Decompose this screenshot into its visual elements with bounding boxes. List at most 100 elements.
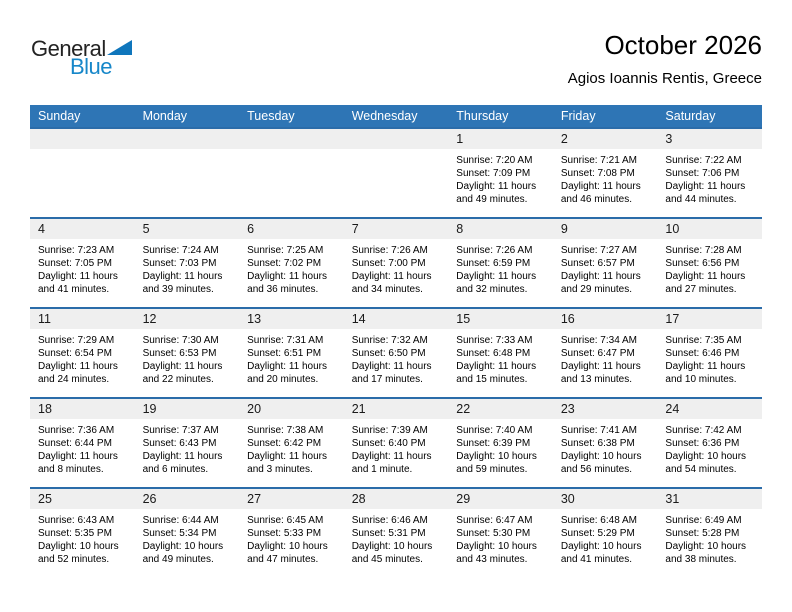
daylight-text-line2: and 41 minutes. xyxy=(560,554,633,565)
day-header-tuesday: Tuesday xyxy=(247,109,295,123)
day-number: 24 xyxy=(665,402,680,416)
day-number: 31 xyxy=(665,492,680,506)
day-details-row: Sunrise: 7:20 AM Sunset: 7:09 PM Daylight:… xyxy=(30,149,762,206)
sunrise-text: Sunrise: 7:38 AM xyxy=(247,425,324,436)
daylight-text-line2: and 46 minutes. xyxy=(560,194,633,205)
sunset-text: Sunset: 6:44 PM xyxy=(38,438,112,449)
daylight-text-line1: Daylight: 11 hours xyxy=(142,451,223,462)
daylight-text-line2: and 41 minutes. xyxy=(38,284,110,295)
sunrise-text: Sunrise: 7:27 AM xyxy=(560,245,637,256)
sunset-text: Sunset: 7:02 PM xyxy=(247,258,322,269)
day-cell-details: Sunrise: 7:25 AM Sunset: 7:02 PM Daylight:… xyxy=(239,239,344,296)
daylight-text-line2: and 39 minutes. xyxy=(142,284,214,295)
day-number: 1 xyxy=(456,132,464,146)
sunrise-text: Sunrise: 6:45 AM xyxy=(247,515,324,526)
general-blue-logo: General Blue xyxy=(31,36,132,80)
sunset-text: Sunset: 6:38 PM xyxy=(560,438,635,449)
day-number: 4 xyxy=(38,222,45,236)
logo-text-blue: Blue xyxy=(70,54,113,79)
day-cell-details: Sunrise: 7:36 AM Sunset: 6:44 PM Daylight:… xyxy=(30,419,135,476)
sunrise-text: Sunrise: 7:21 AM xyxy=(560,155,637,166)
sunset-text: Sunset: 6:40 PM xyxy=(351,438,426,449)
sunset-text: Sunset: 7:08 PM xyxy=(560,168,635,179)
sunset-text: Sunset: 6:51 PM xyxy=(247,348,322,359)
sunset-text: Sunset: 6:59 PM xyxy=(456,258,531,269)
sunrise-text: Sunrise: 6:44 AM xyxy=(142,515,219,526)
day-header-sunday: Sunday xyxy=(38,109,81,123)
day-number: 13 xyxy=(247,312,262,326)
day-number xyxy=(344,129,449,149)
logo-text-general: General xyxy=(31,36,106,61)
sunrise-text: Sunrise: 7:35 AM xyxy=(665,335,742,346)
day-cell-details: Sunrise: 7:28 AM Sunset: 6:56 PM Daylight:… xyxy=(657,239,762,296)
daylight-text-line1: Daylight: 11 hours xyxy=(351,271,432,282)
day-cell-details: Sunrise: 6:44 AM Sunset: 5:34 PM Daylight:… xyxy=(135,509,240,566)
daylight-text-line1: Daylight: 10 hours xyxy=(351,541,433,552)
sunrise-text: Sunrise: 6:48 AM xyxy=(560,515,637,526)
sunrise-text: Sunrise: 7:24 AM xyxy=(142,245,219,256)
daylight-text-line2: and 20 minutes. xyxy=(247,374,319,385)
daylight-text-line2: and 49 minutes. xyxy=(456,194,528,205)
sunset-text: Sunset: 7:05 PM xyxy=(38,258,112,269)
daylight-text-line1: Daylight: 10 hours xyxy=(560,451,642,462)
day-number: 3 xyxy=(665,132,673,146)
sunrise-text: Sunrise: 7:26 AM xyxy=(351,245,428,256)
day-cell-details: Sunrise: 7:41 AM Sunset: 6:38 PM Daylight:… xyxy=(553,419,658,476)
day-number-band: 1 2 3 xyxy=(30,129,762,149)
day-cell-details: Sunrise: 7:26 AM Sunset: 7:00 PM Daylight:… xyxy=(344,239,449,296)
day-number: 28 xyxy=(351,492,366,506)
sunrise-text: Sunrise: 7:36 AM xyxy=(38,425,115,436)
day-cell-details: Sunrise: 7:23 AM Sunset: 7:05 PM Daylight:… xyxy=(30,239,135,296)
sunset-text: Sunset: 6:54 PM xyxy=(38,348,112,359)
day-header-thursday: Thursday xyxy=(456,109,509,123)
daylight-text-line1: Daylight: 10 hours xyxy=(456,451,537,462)
sunrise-text: Sunrise: 7:28 AM xyxy=(665,245,742,256)
day-number: 7 xyxy=(351,222,359,236)
day-number xyxy=(30,129,135,149)
day-number: 6 xyxy=(247,222,255,236)
sunset-text: Sunset: 5:31 PM xyxy=(351,528,426,539)
daylight-text-line1: Daylight: 10 hours xyxy=(665,451,747,462)
calendar-week-row: 18 19 20 21 22 23 24 Sunrise: 7:36 AM Sunset: 6… xyxy=(30,397,762,487)
sunrise-text: Sunrise: 6:47 AM xyxy=(456,515,533,526)
sunrise-text: Sunrise: 6:43 AM xyxy=(38,515,115,526)
day-number: 12 xyxy=(142,312,157,326)
sunrise-text: Sunrise: 6:46 AM xyxy=(351,515,428,526)
sunrise-text: Sunrise: 7:22 AM xyxy=(665,155,742,166)
day-number: 30 xyxy=(560,492,575,506)
sunrise-text: Sunrise: 7:26 AM xyxy=(456,245,533,256)
sunrise-text: Sunrise: 7:34 AM xyxy=(560,335,637,346)
day-cell-details: Sunrise: 7:30 AM Sunset: 6:53 PM Daylight:… xyxy=(135,329,240,386)
day-number: 16 xyxy=(560,312,575,326)
daylight-text-line2: and 22 minutes. xyxy=(142,374,214,385)
sunrise-text: Sunrise: 7:31 AM xyxy=(247,335,324,346)
daylight-text-line2: and 17 minutes. xyxy=(351,374,423,385)
day-cell-details: Sunrise: 7:27 AM Sunset: 6:57 PM Daylight:… xyxy=(553,239,658,296)
day-number: 19 xyxy=(142,402,157,416)
daylight-text-line2: and 1 minute. xyxy=(351,464,413,475)
day-cell-details: Sunrise: 7:20 AM Sunset: 7:09 PM Daylight:… xyxy=(448,149,553,206)
daylight-text-line2: and 52 minutes. xyxy=(38,554,110,565)
logo-triangle-icon xyxy=(106,40,132,55)
calendar-week-row: 1 2 3 Sunrise: 7:20 AM Sunset: 7:09 PM Dayli… xyxy=(30,127,762,217)
day-number xyxy=(135,129,240,149)
day-number: 20 xyxy=(247,402,262,416)
sunset-text: Sunset: 5:29 PM xyxy=(560,528,635,539)
daylight-text-line2: and 13 minutes. xyxy=(560,374,633,385)
sunset-text: Sunset: 5:30 PM xyxy=(456,528,531,539)
sunrise-text: Sunrise: 7:37 AM xyxy=(142,425,219,436)
daylight-text-line1: Daylight: 11 hours xyxy=(456,271,537,282)
day-cell-details: Sunrise: 7:32 AM Sunset: 6:50 PM Daylight:… xyxy=(344,329,449,386)
day-number-band: 18 19 20 21 22 23 24 xyxy=(30,399,762,419)
day-cell-details: Sunrise: 6:49 AM Sunset: 5:28 PM Daylight:… xyxy=(657,509,762,566)
day-header-row: Sunday Monday Tuesday Wednesday Thursday… xyxy=(30,105,762,127)
daylight-text-line1: Daylight: 11 hours xyxy=(38,451,118,462)
daylight-text-line2: and 59 minutes. xyxy=(456,464,528,475)
day-number: 23 xyxy=(560,402,575,416)
daylight-text-line1: Daylight: 11 hours xyxy=(665,361,746,372)
day-cell-details: Sunrise: 6:46 AM Sunset: 5:31 PM Daylight:… xyxy=(344,509,449,566)
daylight-text-line2: and 15 minutes. xyxy=(456,374,528,385)
day-cell-details: Sunrise: 6:43 AM Sunset: 5:35 PM Daylight:… xyxy=(30,509,135,566)
day-header-saturday: Saturday xyxy=(665,109,716,123)
sunrise-text: Sunrise: 7:20 AM xyxy=(456,155,533,166)
